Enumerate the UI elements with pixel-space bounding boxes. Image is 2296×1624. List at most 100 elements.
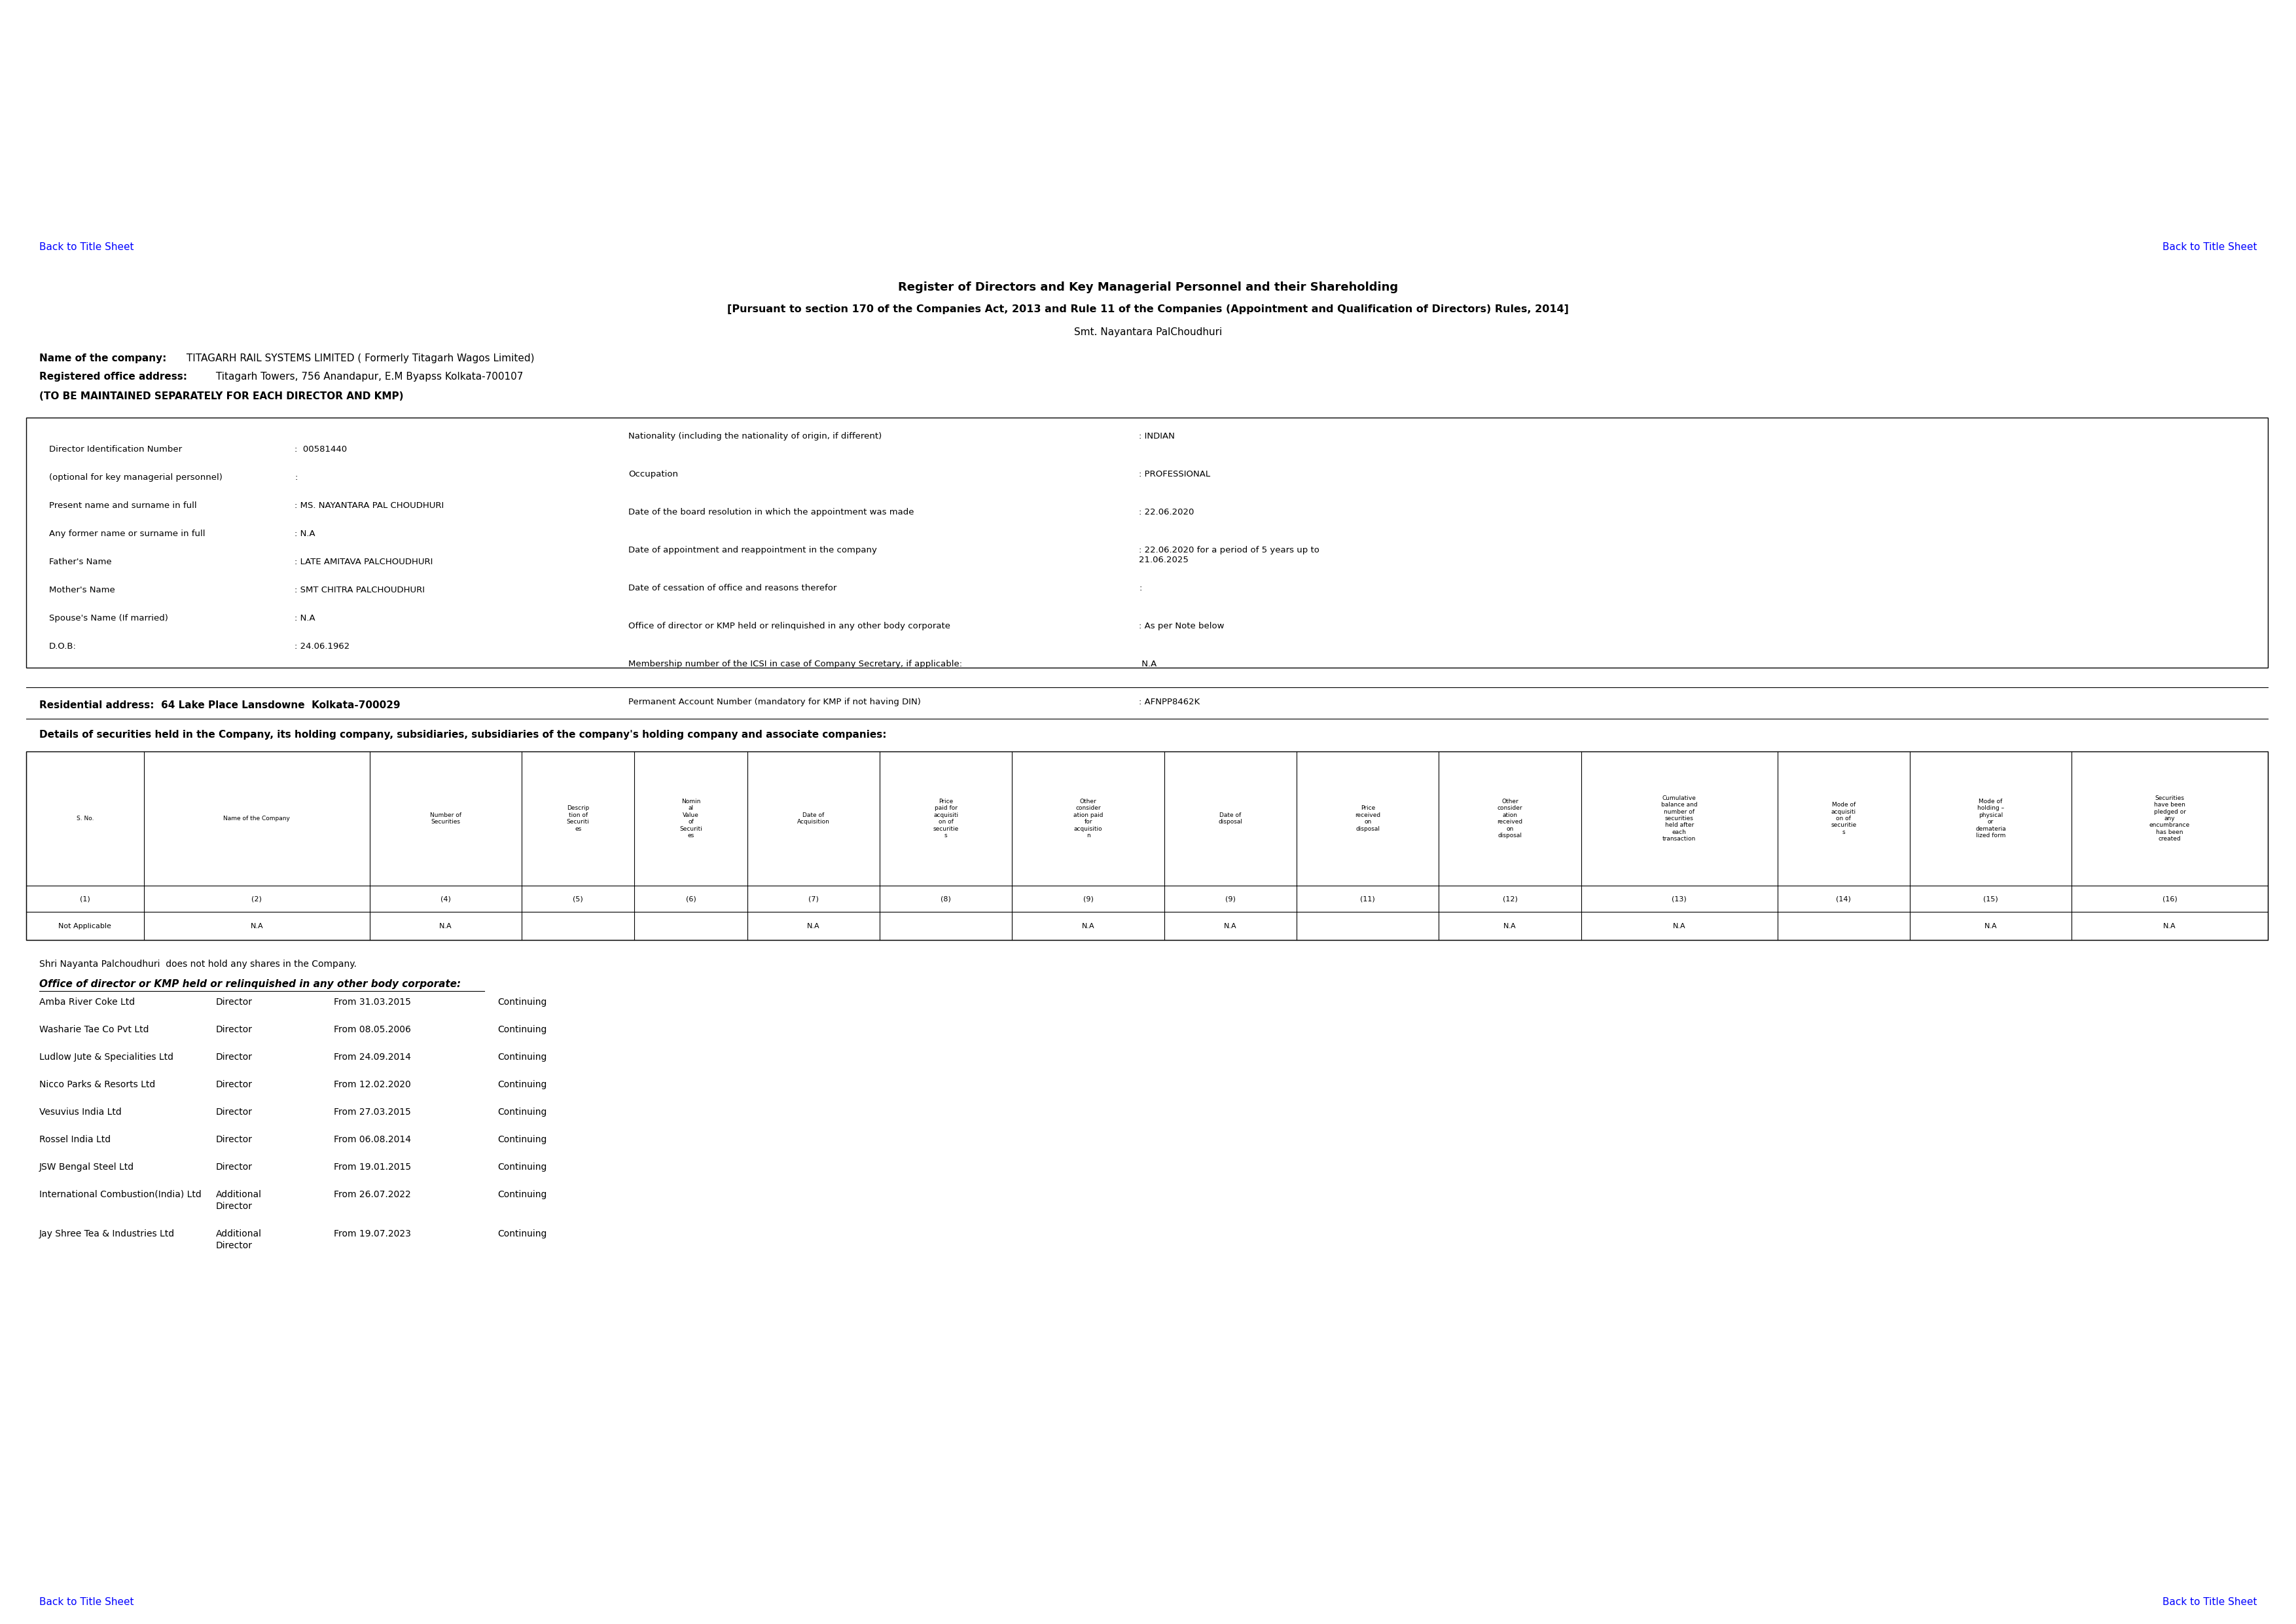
Text: : INDIAN: : INDIAN — [1139, 432, 1176, 440]
Text: Amba River Coke Ltd: Amba River Coke Ltd — [39, 997, 135, 1007]
Text: N.A: N.A — [1139, 659, 1157, 669]
Text: D.O.B:: D.O.B: — [48, 641, 76, 651]
Text: Director: Director — [216, 1025, 253, 1034]
Text: (12): (12) — [1502, 895, 1518, 901]
Text: Director: Director — [216, 1108, 253, 1117]
Text: Director: Director — [216, 1163, 253, 1171]
Text: Office of director or KMP held or relinquished in any other body corporate: Office of director or KMP held or relinq… — [629, 622, 951, 630]
Text: Director: Director — [216, 997, 253, 1007]
Text: : As per Note below: : As per Note below — [1139, 622, 1224, 630]
Text: Back to Title Sheet: Back to Title Sheet — [39, 242, 133, 252]
Text: (11): (11) — [1359, 895, 1375, 901]
FancyBboxPatch shape — [25, 417, 2268, 667]
Text: N.A: N.A — [1504, 922, 1515, 929]
Text: :: : — [1139, 585, 1141, 593]
Text: Price
paid for
acquisiti
on of
securitie
s: Price paid for acquisiti on of securitie… — [932, 799, 960, 838]
Text: Director: Director — [216, 1135, 253, 1145]
Text: Washarie Tae Co Pvt Ltd: Washarie Tae Co Pvt Ltd — [39, 1025, 149, 1034]
Text: (7): (7) — [808, 895, 820, 901]
Text: N.A: N.A — [2163, 922, 2177, 929]
Text: S. No.: S. No. — [76, 815, 94, 822]
Text: N.A: N.A — [250, 922, 264, 929]
Text: Occupation: Occupation — [629, 469, 677, 479]
Text: Continuing: Continuing — [498, 1229, 546, 1239]
Text: Director: Director — [216, 1241, 253, 1250]
Text: Date of
disposal: Date of disposal — [1219, 812, 1242, 825]
Text: (2): (2) — [253, 895, 262, 901]
Text: Date of appointment and reappointment in the company: Date of appointment and reappointment in… — [629, 546, 877, 554]
Text: Shri Nayanta Palchoudhuri  does not hold any shares in the Company.: Shri Nayanta Palchoudhuri does not hold … — [39, 960, 356, 970]
Text: From 06.08.2014: From 06.08.2014 — [333, 1135, 411, 1145]
Text: Director: Director — [216, 1202, 253, 1212]
Text: Office of director or KMP held or relinquished in any other body corporate:: Office of director or KMP held or relinq… — [39, 979, 461, 989]
Text: N.A: N.A — [806, 922, 820, 929]
Text: Continuing: Continuing — [498, 1108, 546, 1117]
Text: Smt. Nayantara PalChoudhuri: Smt. Nayantara PalChoudhuri — [1075, 328, 1221, 338]
Text: Additional: Additional — [216, 1229, 262, 1239]
Text: : 22.06.2020: : 22.06.2020 — [1139, 508, 1194, 516]
Text: Price
received
on
disposal: Price received on disposal — [1355, 806, 1380, 831]
Text: Back to Title Sheet: Back to Title Sheet — [2163, 242, 2257, 252]
Text: (14): (14) — [1837, 895, 1851, 901]
Text: Mode of
acquisiti
on of
securitie
s: Mode of acquisiti on of securitie s — [1830, 802, 1857, 835]
Text: Registered office address:: Registered office address: — [39, 372, 188, 382]
Text: Nationality (including the nationality of origin, if different): Nationality (including the nationality o… — [629, 432, 882, 440]
Text: Not Applicable: Not Applicable — [60, 922, 113, 929]
Text: N.A: N.A — [439, 922, 452, 929]
Text: (1): (1) — [80, 895, 90, 901]
Text: Continuing: Continuing — [498, 1025, 546, 1034]
Text: Director: Director — [216, 1080, 253, 1090]
Text: Residential address:  64 Lake Place Lansdowne  Kolkata-700029: Residential address: 64 Lake Place Lansd… — [39, 700, 400, 710]
Text: Date of
Acquisition: Date of Acquisition — [797, 812, 829, 825]
Text: International Combustion(India) Ltd: International Combustion(India) Ltd — [39, 1190, 202, 1199]
Text: Father's Name: Father's Name — [48, 557, 113, 567]
Text: : MS. NAYANTARA PAL CHOUDHURI: : MS. NAYANTARA PAL CHOUDHURI — [294, 502, 443, 510]
Text: Back to Title Sheet: Back to Title Sheet — [2163, 1596, 2257, 1608]
Text: : LATE AMITAVA PALCHOUDHURI: : LATE AMITAVA PALCHOUDHURI — [294, 557, 434, 567]
Text: Nomin
al
Value
of
Securiti
es: Nomin al Value of Securiti es — [680, 799, 703, 838]
Text: : AFNPP8462K: : AFNPP8462K — [1139, 698, 1201, 706]
Text: Director: Director — [216, 1052, 253, 1062]
Text: Continuing: Continuing — [498, 997, 546, 1007]
Text: Permanent Account Number (mandatory for KMP if not having DIN): Permanent Account Number (mandatory for … — [629, 698, 944, 706]
Text: JSW Bengal Steel Ltd: JSW Bengal Steel Ltd — [39, 1163, 133, 1171]
Text: Ludlow Jute & Specialities Ltd: Ludlow Jute & Specialities Ltd — [39, 1052, 174, 1062]
Text: (TO BE MAINTAINED SEPARATELY FOR EACH DIRECTOR AND KMP): (TO BE MAINTAINED SEPARATELY FOR EACH DI… — [39, 391, 404, 401]
Text: Mode of
holding –
physical
or
demateria
lized form: Mode of holding – physical or demateria … — [1975, 799, 2007, 838]
Text: From 12.02.2020: From 12.02.2020 — [333, 1080, 411, 1090]
Text: Continuing: Continuing — [498, 1052, 546, 1062]
Text: : SMT CHITRA PALCHOUDHURI: : SMT CHITRA PALCHOUDHURI — [294, 586, 425, 594]
Text: Continuing: Continuing — [498, 1190, 546, 1199]
Text: Descrip
tion of
Securiti
es: Descrip tion of Securiti es — [567, 806, 590, 831]
Text: : 22.06.2020 for a period of 5 years up to
21.06.2025: : 22.06.2020 for a period of 5 years up … — [1139, 546, 1320, 564]
Text: Name of the company:: Name of the company: — [39, 354, 168, 364]
Text: N.A: N.A — [1081, 922, 1095, 929]
Text: N.A: N.A — [1984, 922, 1998, 929]
Text: :  00581440: : 00581440 — [294, 445, 347, 453]
Text: (6): (6) — [687, 895, 696, 901]
Text: Date of the board resolution in which the appointment was made: Date of the board resolution in which th… — [629, 508, 914, 516]
Text: Any former name or surname in full: Any former name or surname in full — [48, 529, 204, 538]
Text: (9): (9) — [1226, 895, 1235, 901]
Text: : 24.06.1962: : 24.06.1962 — [294, 641, 349, 651]
Text: (13): (13) — [1671, 895, 1688, 901]
FancyBboxPatch shape — [25, 752, 2268, 940]
Text: Nicco Parks & Resorts Ltd: Nicco Parks & Resorts Ltd — [39, 1080, 156, 1090]
Text: Continuing: Continuing — [498, 1135, 546, 1145]
Text: Jay Shree Tea & Industries Ltd: Jay Shree Tea & Industries Ltd — [39, 1229, 174, 1239]
Text: (optional for key managerial personnel): (optional for key managerial personnel) — [48, 473, 223, 482]
Text: Details of securities held in the Company, its holding company, subsidiaries, su: Details of securities held in the Compan… — [39, 729, 886, 739]
Text: Name of the Company: Name of the Company — [223, 815, 289, 822]
Text: (9): (9) — [1084, 895, 1093, 901]
Text: From 19.01.2015: From 19.01.2015 — [333, 1163, 411, 1171]
Text: : N.A: : N.A — [294, 614, 315, 622]
Text: From 24.09.2014: From 24.09.2014 — [333, 1052, 411, 1062]
Text: Present name and surname in full: Present name and surname in full — [48, 502, 197, 510]
Text: (4): (4) — [441, 895, 450, 901]
Text: N.A: N.A — [1224, 922, 1238, 929]
Text: Securities
have been
pledged or
any
encumbrance
has been
created: Securities have been pledged or any encu… — [2149, 796, 2190, 841]
Text: [Pursuant to section 170 of the Companies Act, 2013 and Rule 11 of the Companies: [Pursuant to section 170 of the Companie… — [728, 304, 1568, 313]
Text: Continuing: Continuing — [498, 1080, 546, 1090]
Text: Mother's Name: Mother's Name — [48, 586, 115, 594]
Text: :: : — [294, 473, 298, 482]
